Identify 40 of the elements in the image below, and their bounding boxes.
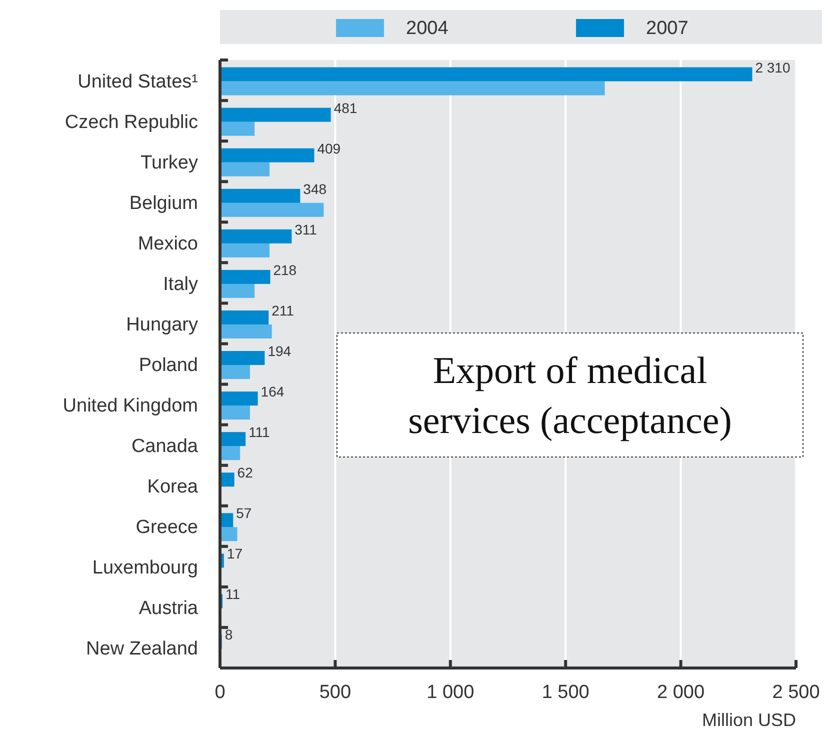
- y-tick-label: New Zealand: [86, 638, 198, 660]
- data-label: 194: [268, 343, 292, 359]
- y-tick-label: Poland: [138, 355, 198, 376]
- data-label: 211: [272, 302, 294, 318]
- y-tick-label: United States¹: [78, 71, 198, 92]
- x-tick-label: 0: [214, 682, 226, 703]
- data-label: 311: [294, 221, 318, 238]
- x-tick-label: 2 000: [657, 682, 705, 703]
- x-tick-label: 1 500: [542, 682, 590, 703]
- x-tick-label: 2 500: [772, 682, 820, 703]
- y-tick-label: Mexico: [138, 233, 198, 254]
- data-label: 11: [226, 586, 240, 602]
- x-tick-label: 1 000: [426, 682, 474, 703]
- legend-label: 2007: [646, 18, 688, 39]
- data-label: 481: [334, 100, 358, 116]
- y-tick-label: Turkey: [140, 152, 198, 174]
- y-tick-label: Italy: [163, 274, 198, 295]
- x-axis-title: Million USD: [702, 710, 796, 730]
- data-label: 2 310: [755, 59, 790, 76]
- y-tick-label: Hungary: [126, 314, 198, 336]
- y-tick-label: United Kingdom: [62, 396, 198, 417]
- data-label: 62: [237, 464, 254, 481]
- legend-label: 2004: [406, 18, 449, 39]
- y-tick-label: Korea: [147, 476, 198, 498]
- data-label: 17: [226, 546, 243, 562]
- y-tick-label: Luxembourg: [92, 558, 198, 579]
- y-tick-label: Belgium: [129, 192, 198, 214]
- y-tick-label: Austria: [138, 598, 198, 620]
- annotation: Export of medical services (acceptance): [408, 350, 732, 442]
- data-label: 111: [248, 424, 270, 440]
- data-label: 8: [224, 626, 233, 643]
- data-label: 57: [236, 505, 252, 522]
- y-tick-label: Czech Republic: [64, 112, 198, 133]
- y-tick-label: Greece: [136, 517, 198, 538]
- data-label: 218: [273, 262, 297, 278]
- data-label: 348: [303, 180, 327, 197]
- y-tick-label: Canada: [131, 436, 198, 458]
- data-label: 164: [260, 384, 284, 400]
- x-tick-label: 500: [319, 682, 352, 703]
- data-label: 409: [317, 140, 341, 156]
